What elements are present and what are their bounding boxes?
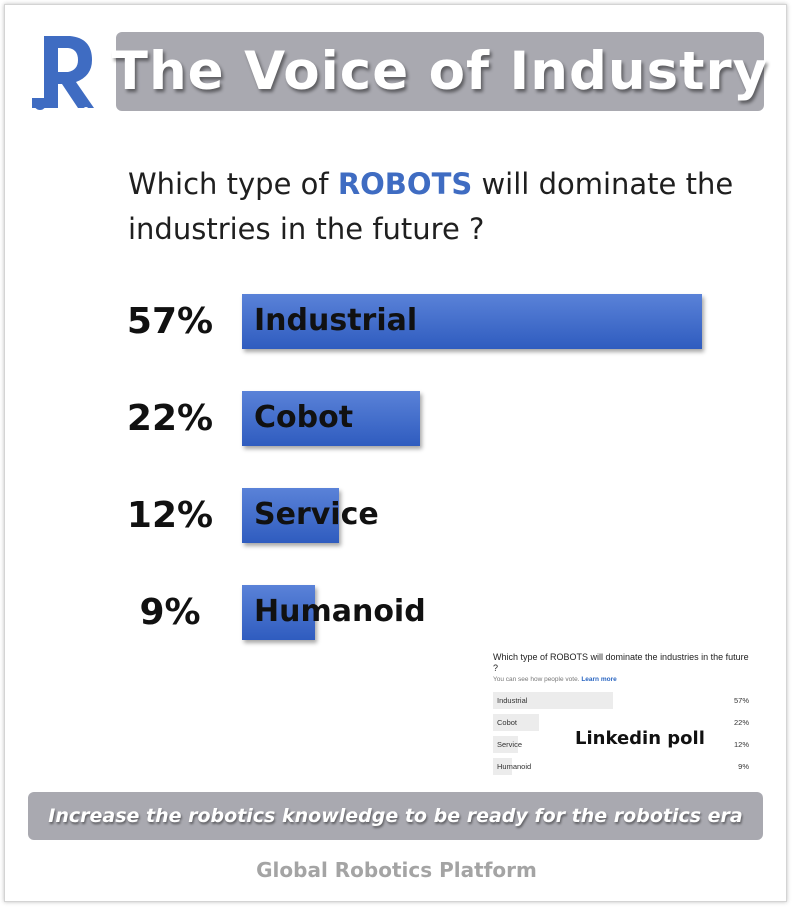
mini-poll-bar — [493, 736, 518, 753]
learn-more-link[interactable]: Learn more — [581, 676, 617, 683]
mini-poll-option-label: Humanoid — [497, 762, 532, 771]
header-banner: The Voice of Industry — [112, 32, 767, 111]
mini-poll-option-value: 12% — [733, 740, 749, 749]
question-suffix: will dominate the industries in the futu… — [128, 167, 734, 246]
mini-poll-option-label: Cobot — [497, 718, 518, 727]
footer-tagline: Increase the robotics knowledge to be re… — [48, 805, 743, 827]
bar-category-label: Service — [254, 497, 379, 532]
robot-r-logo-icon — [30, 30, 98, 114]
mini-poll-bar — [493, 692, 613, 709]
mini-poll-option: Industrial 57% — [493, 692, 753, 709]
percentage-label: 57% — [126, 301, 214, 342]
mini-poll-option: Humanoid 9% — [493, 758, 753, 775]
footer-banner: Increase the robotics knowledge to be re… — [28, 792, 763, 840]
result-bar — [242, 488, 339, 543]
mini-poll-subtitle-text: You can see how people vote. — [493, 676, 580, 683]
percentage-label: 12% — [126, 495, 214, 536]
mini-poll-bar — [493, 714, 539, 731]
page-title: The Voice of Industry — [111, 41, 769, 102]
platform-credit: Global Robotics Platform — [256, 858, 537, 882]
mini-poll-option-value: 22% — [733, 718, 749, 727]
bar-category-label: Cobot — [254, 400, 354, 435]
result-bar — [242, 294, 702, 349]
mini-poll-option-value: 9% — [738, 762, 749, 771]
mini-poll-title: Which type of ROBOTS will dominate the i… — [493, 652, 749, 673]
percentage-label: 9% — [139, 592, 201, 633]
linkedin-poll-screenshot: Which type of ROBOTS will dominate the i… — [490, 646, 758, 780]
result-bar — [242, 391, 420, 446]
mini-poll-subtitle: You can see how people vote. Learn more — [493, 676, 617, 683]
percentage-label: 22% — [126, 398, 214, 439]
question-highlight: ROBOTS — [337, 167, 473, 201]
mini-poll-option: Cobot 22% — [493, 714, 753, 731]
mini-poll-option-label: Industrial — [497, 696, 528, 705]
question-prefix: Which type of — [128, 167, 338, 201]
mini-poll-option: Service 12% — [493, 736, 753, 753]
mini-poll-option-label: Service — [497, 740, 523, 749]
poll-question: Which type of ROBOTS will dominate the i… — [128, 162, 748, 252]
mini-poll-option-value: 57% — [733, 696, 749, 705]
bar-category-label: Humanoid — [254, 594, 426, 629]
bar-category-label: Industrial — [254, 303, 418, 338]
result-bar — [242, 585, 315, 640]
linkedin-poll-caption: Linkedin poll — [575, 728, 705, 749]
mini-poll-bar — [493, 758, 512, 775]
